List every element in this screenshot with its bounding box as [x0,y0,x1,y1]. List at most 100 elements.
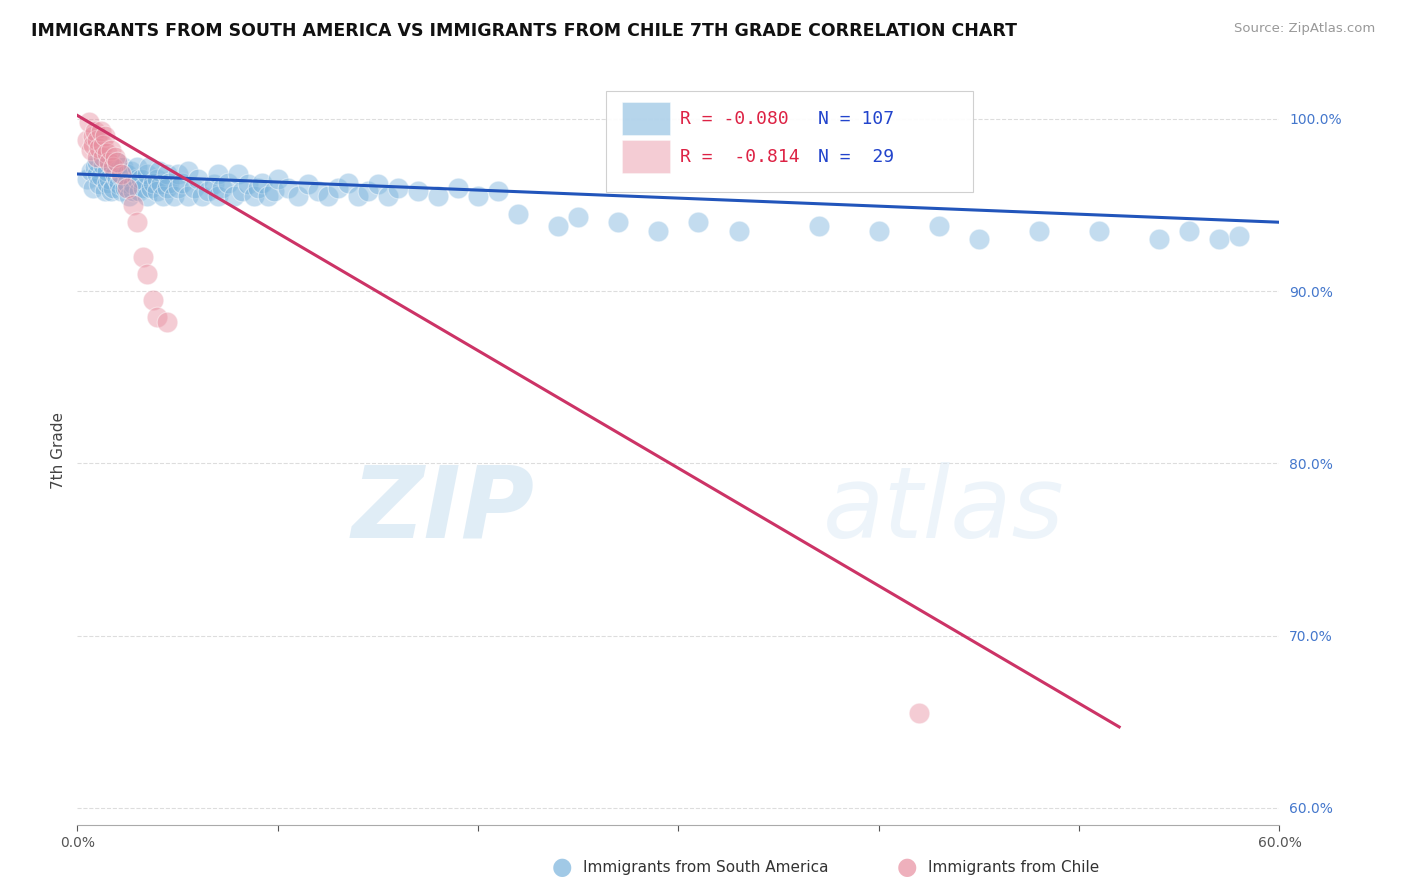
Point [256,189,278,203]
Point [347,189,370,203]
Point [217,176,239,190]
Point [148,163,170,178]
Point [104,167,127,181]
Point [103,160,125,174]
Point [727,224,749,238]
FancyBboxPatch shape [606,91,973,192]
Point [142,176,165,190]
Point [1088,224,1111,238]
Point [211,181,233,195]
Point [93,137,115,152]
Point [131,172,153,186]
Point [928,219,950,233]
Point [307,184,329,198]
Point [162,189,184,203]
Point [107,172,129,186]
Point [316,189,339,203]
Point [82,137,104,152]
Point [297,178,319,192]
Point [146,184,169,198]
Point [1178,224,1201,238]
Point [107,155,129,169]
Point [267,172,290,186]
Point [86,150,108,164]
Point [647,224,669,238]
FancyBboxPatch shape [621,102,671,135]
Point [357,184,380,198]
Point [89,141,111,155]
Point [89,178,111,192]
Point [114,181,136,195]
Text: N = 107: N = 107 [818,110,894,128]
Point [231,184,253,198]
Point [226,167,249,181]
Y-axis label: 7th Grade: 7th Grade [51,412,66,489]
Point [90,169,112,183]
Point [117,176,139,190]
Point [141,181,163,195]
Point [118,189,141,203]
Point [1208,232,1230,246]
Point [84,160,107,174]
Point [146,172,169,186]
Text: Source: ZipAtlas.com: Source: ZipAtlas.com [1234,22,1375,36]
Point [108,178,131,192]
Point [112,160,135,174]
Text: ZIP: ZIP [352,462,534,559]
Point [547,219,569,233]
Point [427,189,450,203]
Point [76,132,98,146]
Point [127,160,149,174]
Point [103,160,125,174]
Point [387,181,409,195]
Point [104,150,127,164]
Point [136,267,159,281]
Point [98,172,121,186]
Point [127,215,149,229]
Point [96,176,118,190]
Text: ●: ● [553,855,572,879]
Text: atlas: atlas [823,462,1064,559]
Point [136,167,159,181]
Point [117,167,139,181]
Point [688,215,710,229]
Point [176,163,198,178]
Point [207,167,229,181]
FancyBboxPatch shape [621,140,671,173]
Point [277,181,299,195]
Point [103,181,125,195]
Point [80,163,103,178]
Point [132,181,155,195]
Point [82,129,104,144]
Point [82,181,104,195]
Point [146,310,169,324]
Point [80,143,103,157]
Point [110,184,132,198]
Text: Immigrants from South America: Immigrants from South America [583,860,830,874]
Text: N =  29: N = 29 [818,148,894,166]
Text: R =  -0.814: R = -0.814 [679,148,799,166]
Point [110,167,132,181]
Point [127,172,149,186]
Point [908,706,931,720]
Point [117,181,139,195]
Point [186,172,209,186]
Point [128,184,150,198]
Point [166,181,188,195]
Point [190,189,212,203]
Point [98,155,121,169]
Point [176,189,198,203]
Point [136,189,159,203]
Point [367,178,389,192]
Point [1028,224,1050,238]
Point [326,181,349,195]
Point [263,184,285,198]
Point [93,158,115,172]
Point [120,163,142,178]
Text: Immigrants from Chile: Immigrants from Chile [928,860,1099,874]
Point [96,163,118,178]
Point [156,181,179,195]
Point [287,189,309,203]
Point [406,184,429,198]
Point [86,167,108,181]
